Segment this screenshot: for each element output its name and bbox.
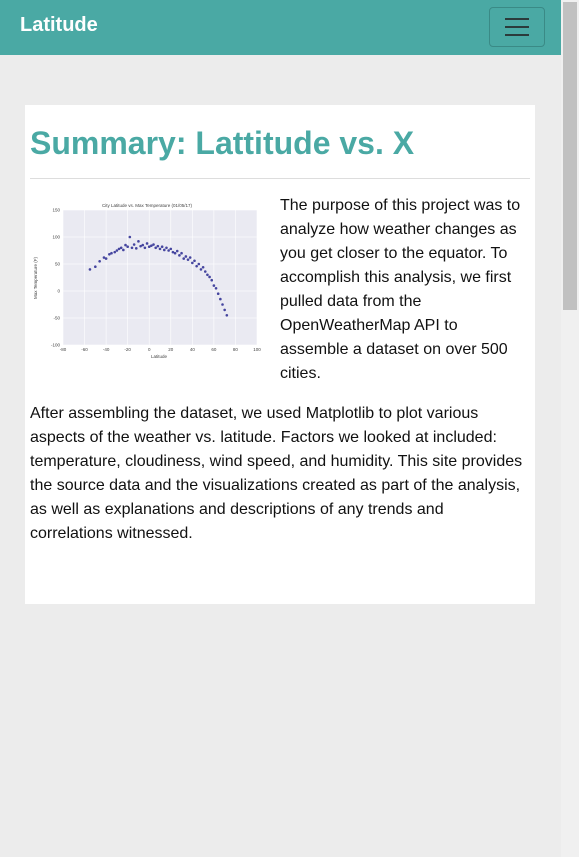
paragraph: The purpose of this project was to analy… bbox=[280, 197, 521, 382]
data-point bbox=[117, 247, 121, 251]
data-point bbox=[197, 262, 201, 266]
data-point bbox=[156, 244, 160, 248]
data-point bbox=[122, 248, 125, 252]
navbar: Latitude bbox=[0, 0, 561, 55]
data-point bbox=[191, 261, 194, 265]
data-point bbox=[143, 246, 147, 250]
data-point bbox=[201, 265, 205, 269]
x-tick-label: -40 bbox=[103, 347, 110, 352]
data-point bbox=[102, 256, 106, 259]
y-tick-label: 150 bbox=[52, 208, 60, 213]
data-point bbox=[137, 240, 140, 243]
data-point bbox=[104, 257, 108, 260]
data-point bbox=[171, 250, 175, 254]
data-point bbox=[193, 259, 196, 263]
x-tick-label: 40 bbox=[190, 347, 196, 352]
data-point bbox=[199, 268, 203, 271]
data-point bbox=[219, 297, 222, 301]
data-point bbox=[139, 244, 142, 248]
data-point bbox=[188, 256, 192, 259]
plot-area bbox=[63, 210, 257, 345]
heading: Summary: Lattitude vs. X bbox=[30, 125, 415, 161]
data-point bbox=[134, 247, 138, 250]
data-point bbox=[184, 255, 188, 258]
data-point bbox=[113, 250, 117, 254]
data-point bbox=[221, 303, 224, 306]
y-tick-label: 100 bbox=[52, 235, 60, 240]
data-point bbox=[94, 265, 97, 268]
x-tick-label: 80 bbox=[233, 347, 239, 352]
divider bbox=[30, 178, 530, 179]
data-point bbox=[163, 248, 166, 252]
x-tick-label: 100 bbox=[253, 347, 261, 352]
scrollbar bbox=[561, 0, 579, 857]
data-point bbox=[130, 246, 134, 250]
y-axis-label: Max Temperature (F) bbox=[33, 257, 38, 299]
card: Summary: Lattitude vs. X City Latitude v… bbox=[25, 105, 535, 604]
data-point bbox=[128, 235, 132, 239]
data-point bbox=[186, 258, 190, 261]
data-point bbox=[88, 268, 92, 271]
y-tick-label: -50 bbox=[53, 316, 60, 321]
data-point bbox=[98, 260, 101, 263]
data-point bbox=[147, 245, 151, 249]
x-tick-label: -80 bbox=[60, 347, 67, 352]
data-point bbox=[115, 249, 119, 252]
data-point bbox=[214, 287, 218, 290]
data-point bbox=[175, 249, 179, 253]
x-tick-label: 60 bbox=[211, 347, 217, 352]
x-axis-label: Latitude bbox=[151, 354, 168, 359]
data-point bbox=[206, 273, 209, 277]
data-point bbox=[150, 244, 153, 247]
x-tick-label: -60 bbox=[81, 347, 88, 352]
data-point bbox=[212, 284, 216, 287]
chart-image: City Latitude vs. Max Temperature (01/05… bbox=[33, 203, 261, 359]
data-point bbox=[145, 242, 149, 245]
data-point bbox=[119, 246, 123, 250]
data-point bbox=[173, 251, 177, 255]
data-point bbox=[178, 254, 181, 257]
data-point bbox=[180, 251, 183, 255]
brand[interactable]: Latitude bbox=[20, 14, 98, 36]
x-tick-label: 0 bbox=[148, 347, 151, 352]
y-tick-label: -100 bbox=[51, 343, 61, 348]
y-tick-label: 50 bbox=[55, 262, 61, 267]
data-point bbox=[154, 246, 157, 250]
data-point bbox=[108, 252, 111, 256]
data-point bbox=[169, 247, 173, 251]
data-point bbox=[216, 292, 220, 295]
data-point bbox=[208, 275, 211, 279]
paragraph: After assembling the dataset, we used Ma… bbox=[30, 405, 523, 542]
data-point bbox=[167, 249, 170, 252]
x-tick-label: -20 bbox=[124, 347, 131, 352]
data-point bbox=[152, 243, 155, 246]
data-point bbox=[165, 246, 168, 250]
data-point bbox=[132, 243, 136, 246]
x-tick-label: 20 bbox=[168, 347, 174, 352]
data-point bbox=[160, 245, 164, 249]
data-point bbox=[158, 247, 162, 251]
data-point bbox=[110, 251, 113, 255]
data-point bbox=[210, 278, 214, 282]
menu-toggle[interactable] bbox=[489, 7, 545, 47]
scroll-thumb[interactable] bbox=[563, 2, 577, 310]
data-point bbox=[223, 308, 226, 312]
data-point bbox=[182, 257, 186, 260]
y-tick-label: 0 bbox=[57, 289, 60, 294]
chart-title: City Latitude vs. Max Temperature (01/05… bbox=[102, 203, 192, 208]
data-point bbox=[124, 243, 127, 247]
data-point bbox=[203, 270, 207, 273]
data-point bbox=[195, 264, 198, 268]
data-point bbox=[225, 314, 229, 317]
data-point bbox=[126, 245, 129, 249]
data-point bbox=[141, 243, 145, 247]
